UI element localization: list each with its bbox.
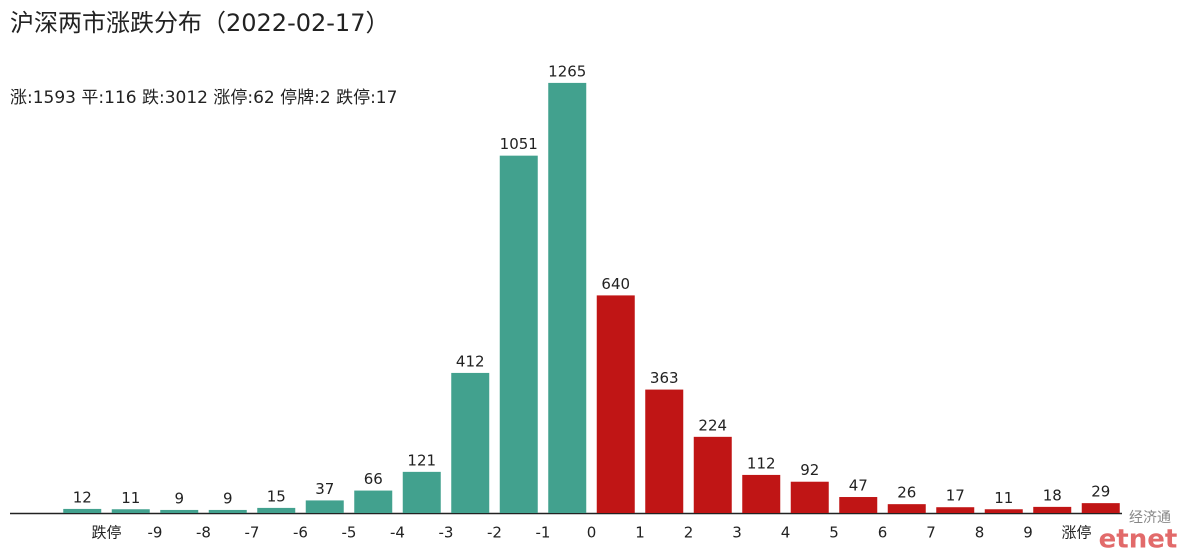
data-label: 11 <box>121 489 140 507</box>
x-tick-label: 2 <box>684 524 694 542</box>
x-tick-label: -6 <box>293 524 308 542</box>
bar <box>790 481 829 513</box>
data-label: 37 <box>315 480 334 498</box>
x-tick-label: -2 <box>487 524 502 542</box>
bar <box>208 509 247 513</box>
x-tick-label: 3 <box>732 524 742 542</box>
data-label: 18 <box>1043 486 1062 504</box>
x-tick-label: -7 <box>245 524 260 542</box>
bar <box>451 372 490 513</box>
x-tick-label: 6 <box>878 524 888 542</box>
data-label: 15 <box>267 487 286 505</box>
data-label: 1051 <box>500 135 538 153</box>
data-label: 112 <box>747 454 776 472</box>
bar <box>499 155 538 513</box>
chart-subtitle: 涨:1593 平:116 跌:3012 涨停:62 停牌:2 跌停:17 <box>10 88 397 108</box>
bar <box>839 497 878 513</box>
bar <box>984 509 1023 513</box>
data-label: 224 <box>698 416 727 434</box>
bar <box>596 295 635 513</box>
x-tick-label: 跌停 <box>91 524 121 542</box>
data-label: 47 <box>849 477 868 495</box>
bar <box>160 509 199 513</box>
chart-title: 沪深两市涨跌分布（2022-02-17） <box>10 9 389 37</box>
x-tick-label: -5 <box>342 524 357 542</box>
data-label: 26 <box>897 484 916 502</box>
bar <box>257 507 296 513</box>
data-label: 17 <box>946 487 965 505</box>
bar <box>887 504 926 513</box>
x-tick-label: 5 <box>829 524 839 542</box>
bar <box>402 471 441 513</box>
x-tick-label: 8 <box>975 524 985 542</box>
x-tick-label: 9 <box>1023 524 1033 542</box>
data-label: 29 <box>1091 483 1110 501</box>
bar <box>936 507 975 513</box>
watermark: 经济通 <box>1129 510 1171 526</box>
watermark: etnet <box>1099 525 1178 553</box>
data-label: 11 <box>994 489 1013 507</box>
data-label: 1265 <box>548 62 586 80</box>
x-tick-label: 4 <box>781 524 791 542</box>
x-tick-label: 7 <box>926 524 936 542</box>
bar <box>742 474 781 513</box>
bar <box>1081 503 1120 513</box>
bar <box>645 389 684 513</box>
data-label: 363 <box>650 369 679 387</box>
bar <box>548 82 587 514</box>
x-tick-label: -3 <box>439 524 454 542</box>
bar <box>354 490 393 513</box>
x-tick-label: 0 <box>587 524 597 542</box>
data-label: 9 <box>174 489 184 507</box>
data-label: 412 <box>456 352 485 370</box>
data-label: 66 <box>364 470 383 488</box>
bar <box>693 436 732 513</box>
data-label: 9 <box>223 489 233 507</box>
bar <box>1033 506 1072 513</box>
x-tick-label: -1 <box>536 524 551 542</box>
data-label: 12 <box>73 488 92 506</box>
bar <box>111 509 150 513</box>
bar <box>305 500 344 513</box>
data-label: 92 <box>800 461 819 479</box>
x-tick-label: 1 <box>635 524 645 542</box>
bar <box>63 508 102 513</box>
x-tick-label: -8 <box>196 524 211 542</box>
data-label: 121 <box>407 451 436 469</box>
x-tick-label: -4 <box>390 524 405 542</box>
x-tick-label: 涨停 <box>1061 524 1091 542</box>
data-label: 640 <box>601 275 630 293</box>
x-tick-label: -9 <box>148 524 163 542</box>
